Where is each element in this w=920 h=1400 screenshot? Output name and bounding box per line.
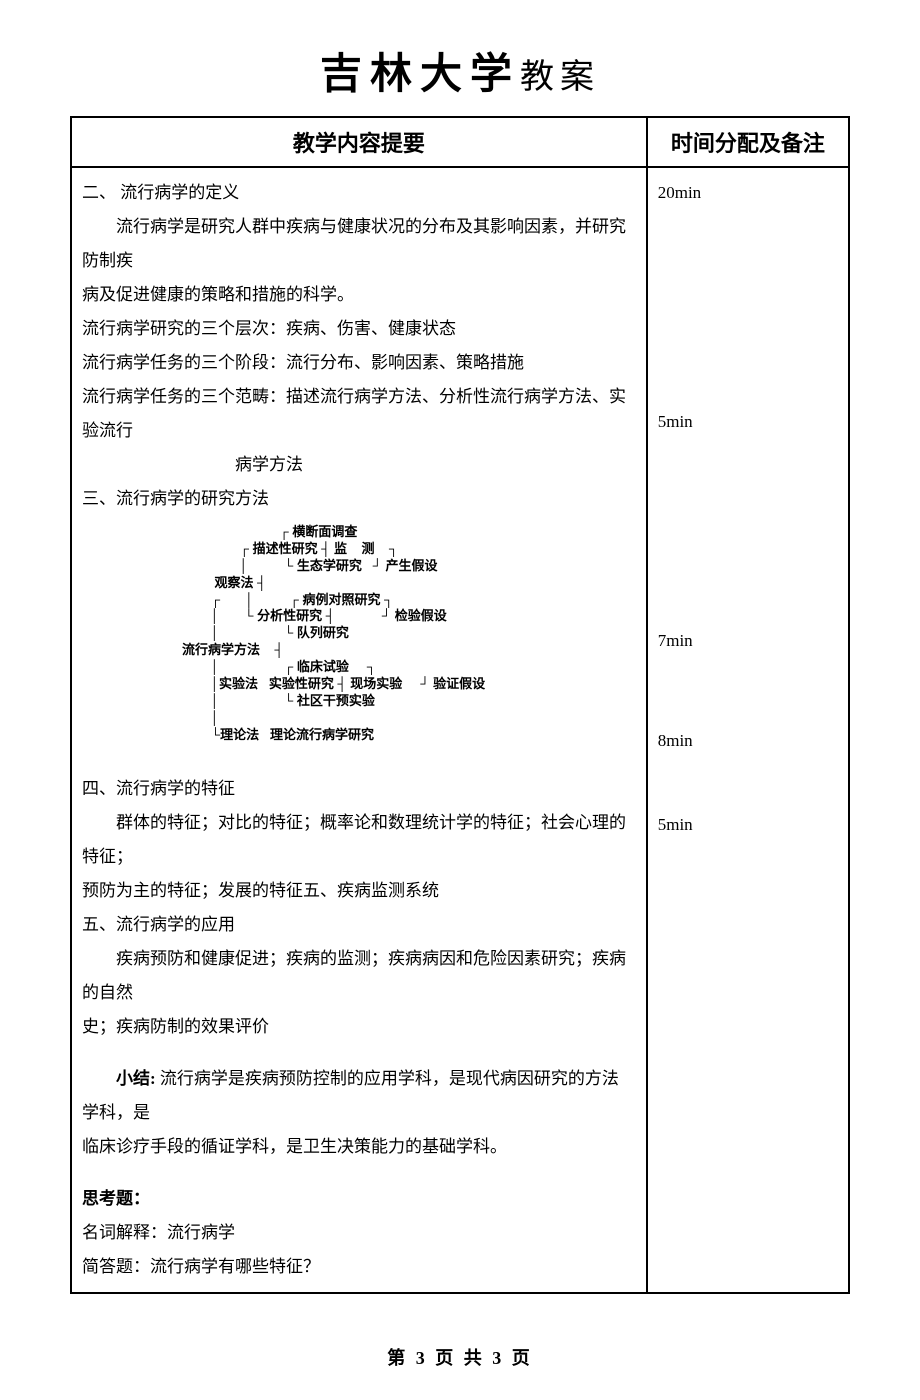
questions-label: 思考题： [82,1182,636,1216]
section-3-title: 三、流行病学的研究方法 [82,482,636,516]
university-name: 吉林大学 [320,52,520,98]
s2-line-5: 病学方法 [82,448,636,482]
s2-line-0: 流行病学是研究人群中疾病与健康状况的分布及其影响因素，并研究防制疾 [82,210,636,278]
s4-line-0: 群体的特征；对比的特征；概率论和数理统计学的特征；社会心理的特征； [82,806,636,874]
lesson-table: 教学内容提要 时间分配及备注 二、 流行病学的定义 流行病学是研究人群中疾病与健… [70,116,850,1294]
page-header: 吉林大学教案 [70,40,850,101]
summary-line1: 小结: 流行病学是疾病预防控制的应用学科，是现代病因研究的方法学科，是 [82,1062,636,1130]
question-2: 简答题：流行病学有哪些特征？ [82,1250,636,1284]
question-1: 名词解释：流行病学 [82,1216,636,1250]
s2-line-2: 流行病学研究的三个层次：疾病、伤害、健康状态 [82,312,636,346]
method-tree-diagram: ┌ 横断面调查 ┌ 描述性研究 ┤ 监 测 ┐ │ └ 生态学研究 ┘ 产生假设… [82,516,636,754]
col-header-time: 时间分配及备注 [647,117,849,167]
summary-label: 小结: [116,1069,156,1088]
s5-line-0: 疾病预防和健康促进；疾病的监测；疾病病因和危险因素研究；疾病的自然 [82,942,636,1010]
time-s5: 8min [658,724,838,758]
section-5-title: 五、流行病学的应用 [82,908,636,942]
summary-text2: 临床诊疗手段的循证学科，是卫生决策能力的基础学科。 [82,1130,636,1164]
col-header-content: 教学内容提要 [71,117,647,167]
summary-text1: 流行病学是疾病预防控制的应用学科，是现代病因研究的方法学科，是 [82,1069,619,1122]
section-4-title: 四、流行病学的特征 [82,772,636,806]
section-2-title: 二、 流行病学的定义 [82,176,636,210]
time-s4: 7min [658,624,838,658]
time-summary: 5min [658,808,838,842]
s5-line-1: 史；疾病防制的效果评价 [82,1010,636,1044]
doc-type: 教案 [520,59,600,96]
s2-line-4: 流行病学任务的三个范畴：描述流行病学方法、分析性流行病学方法、实验流行 [82,380,636,448]
s2-line-1: 病及促进健康的策略和措施的科学。 [82,278,636,312]
s4-line-1: 预防为主的特征；发展的特征五、疾病监测系统 [82,874,636,908]
time-s3: 5min [658,405,838,439]
time-cell: 20min 5min 7min 8min 5min [647,167,849,1293]
content-cell: 二、 流行病学的定义 流行病学是研究人群中疾病与健康状况的分布及其影响因素，并研… [71,167,647,1293]
s2-line-3: 流行病学任务的三个阶段：流行分布、影响因素、策略措施 [82,346,636,380]
time-s2: 20min [658,176,838,210]
page-footer: 第 3 页 共 3 页 [70,1344,850,1370]
